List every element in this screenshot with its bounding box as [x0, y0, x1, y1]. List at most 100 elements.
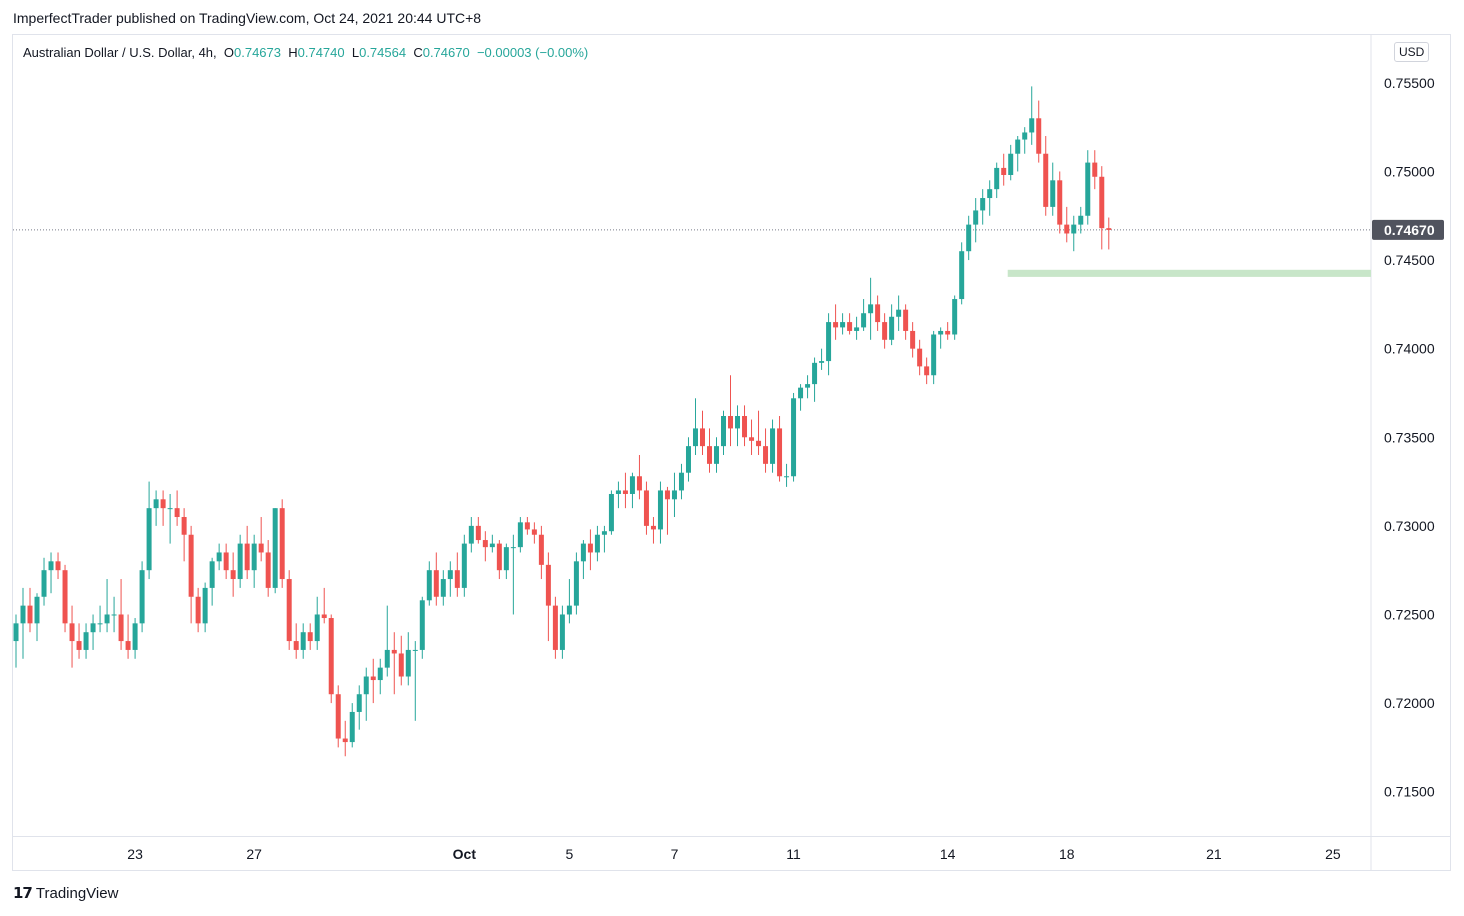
candle-body	[798, 387, 804, 399]
candle-body	[875, 304, 881, 323]
candle-body	[622, 490, 628, 494]
candle-body	[321, 614, 327, 619]
candle-body	[195, 596, 201, 624]
candle-body	[307, 632, 313, 642]
candle-body	[391, 649, 397, 654]
close-key: C	[413, 45, 423, 60]
candle-body	[174, 508, 180, 518]
candle-body	[125, 641, 131, 650]
candle-body	[489, 543, 495, 548]
candle-body	[657, 490, 663, 530]
candle-body	[48, 561, 54, 571]
candle-body	[706, 446, 712, 464]
symbol-label[interactable]: Australian Dollar / U.S. Dollar, 4h,	[23, 45, 217, 60]
candle-body	[223, 552, 229, 571]
chart-frame[interactable]	[12, 34, 1451, 871]
candle-body	[931, 334, 937, 376]
candle-body	[1078, 215, 1084, 225]
candle-body	[945, 330, 951, 335]
x-tick-label: 18	[1059, 846, 1075, 862]
candle-body	[889, 316, 895, 340]
candle-body	[812, 362, 818, 385]
candle-body	[854, 327, 860, 331]
candle-body	[426, 570, 432, 601]
candle-body	[419, 600, 425, 650]
candle-body	[83, 632, 89, 650]
y-tick-label: 0.75000	[1384, 163, 1435, 179]
candle-body	[440, 579, 446, 597]
candle-body	[749, 437, 755, 441]
candle-body	[714, 446, 719, 464]
x-tick-label: 14	[940, 846, 956, 862]
candle-body	[202, 587, 208, 624]
support-zone	[1007, 269, 1371, 277]
candle-body	[1008, 153, 1014, 175]
candle-body	[209, 561, 215, 588]
x-tick-label: 25	[1325, 846, 1341, 862]
footer-branding[interactable]: 𝟭𝟳 TradingView	[13, 884, 118, 903]
candle-body	[973, 210, 979, 225]
candle-body	[559, 614, 565, 650]
x-tick-label: Oct	[453, 846, 477, 862]
candle-body	[384, 649, 390, 668]
candle-body	[629, 476, 635, 494]
x-tick-label: 7	[671, 846, 679, 862]
candle-body	[216, 552, 222, 562]
candle-body	[685, 446, 691, 473]
candle-body	[587, 543, 593, 553]
candle-body	[763, 446, 769, 464]
candle-body	[160, 499, 166, 509]
candle-body	[349, 711, 355, 743]
candle-body	[819, 361, 825, 363]
x-tick-label: 23	[127, 846, 143, 862]
open-key: O	[223, 45, 234, 60]
candle-body	[938, 330, 944, 335]
candle-body	[265, 552, 271, 588]
candle-body	[69, 623, 75, 642]
y-tick-label: 0.73000	[1384, 518, 1435, 534]
last-price-label: 0.74670	[1384, 222, 1435, 238]
candle-body	[118, 614, 124, 642]
candle-body	[363, 676, 369, 695]
candle-body	[896, 309, 902, 317]
candle-body	[503, 547, 509, 571]
candle-body	[917, 348, 923, 367]
candle-body	[721, 416, 727, 447]
candle-body	[335, 694, 341, 739]
candle-body	[959, 251, 965, 300]
candle-body	[805, 384, 811, 388]
candle-body	[251, 543, 257, 571]
candle-body	[861, 313, 867, 328]
candle-body	[643, 490, 649, 526]
y-tick-label: 0.75500	[1384, 75, 1435, 91]
candle-body	[601, 531, 607, 535]
candle-body	[545, 564, 551, 606]
candle-body	[608, 493, 614, 532]
candle-body	[524, 522, 530, 530]
candle-body	[1106, 228, 1112, 230]
candle-body	[377, 667, 383, 681]
candle-body	[847, 322, 853, 331]
candle-body	[1099, 176, 1105, 229]
candle-body	[181, 517, 187, 535]
candle-body	[496, 543, 502, 571]
candle-body	[615, 490, 621, 494]
candle-body	[398, 653, 404, 677]
candle-body	[826, 322, 832, 362]
close-value: 0.74670	[422, 45, 470, 60]
candle-body	[594, 534, 600, 553]
candle-body	[728, 416, 734, 429]
candle-body	[90, 623, 96, 633]
candle-body	[517, 522, 523, 548]
currency-button[interactable]: USD	[1394, 42, 1430, 62]
candle-body	[1071, 224, 1077, 234]
candle-body	[987, 189, 993, 199]
candle-body	[286, 579, 292, 642]
candle-body	[664, 490, 670, 500]
open-value: 0.74673	[234, 45, 281, 60]
candle-body	[678, 472, 684, 491]
candle-body	[314, 614, 320, 642]
candle-body	[139, 570, 145, 624]
candle-body	[482, 540, 488, 548]
